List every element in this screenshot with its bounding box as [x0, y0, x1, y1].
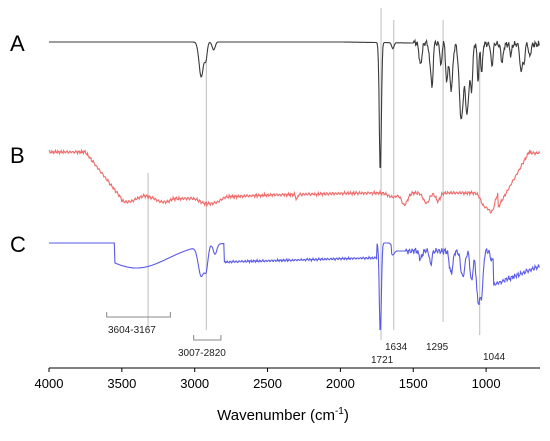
range-bracket-3007-2820	[193, 335, 222, 341]
x-tick-label-2500: 2500	[253, 376, 282, 391]
annotation-1295: 1295	[426, 342, 449, 353]
x-tick-label-4000: 4000	[35, 376, 64, 391]
panel-label-a: A	[10, 31, 25, 56]
x-axis-title-main: Wavenumber (cm	[217, 407, 335, 424]
annotation-1044: 1044	[483, 352, 506, 363]
x-tick-label-2000: 2000	[326, 376, 355, 391]
annotation-1634: 1634	[385, 342, 408, 353]
spectrum-b	[48, 148, 541, 214]
annotation-labels: 3604-3167 3007-2820 1721 1634 1295 1044	[108, 325, 506, 366]
x-axis-title-superscript: -1	[335, 406, 344, 417]
x-axis: 4000 3500 3000 2500 2000 1500 1000	[35, 367, 540, 391]
x-tick-label-1000: 1000	[472, 376, 501, 391]
x-tick-label-1500: 1500	[399, 376, 428, 391]
spectra	[48, 38, 541, 330]
annotation-1721: 1721	[371, 355, 394, 366]
x-tick-label-3000: 3000	[180, 376, 209, 391]
x-tick-label-3500: 3500	[107, 376, 136, 391]
panel-label-b: B	[10, 143, 25, 168]
panel-label-c: C	[10, 232, 26, 257]
x-axis-title-close: )	[344, 407, 349, 424]
spectrum-c	[49, 242, 540, 330]
reference-lines	[147, 8, 481, 340]
range-bracket-3604-3167	[106, 312, 171, 318]
annotation-3604-3167: 3604-3167	[108, 325, 156, 336]
x-axis-title: Wavenumber (cm-1)	[217, 406, 349, 424]
spectrum-a	[49, 38, 540, 169]
range-brackets	[106, 312, 222, 341]
annotation-3007-2820: 3007-2820	[178, 348, 226, 359]
